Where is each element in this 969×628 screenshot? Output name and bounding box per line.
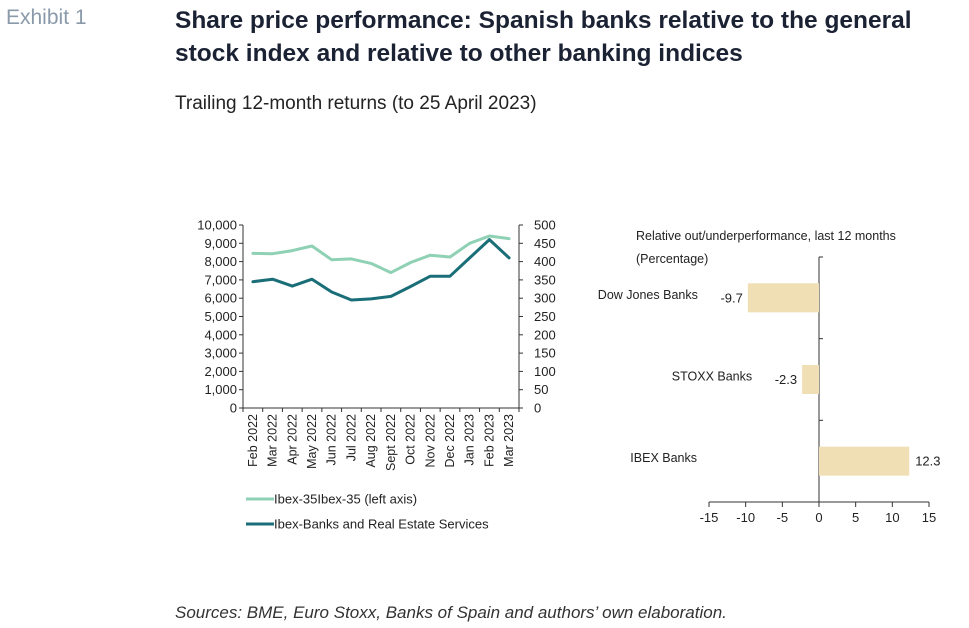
left-y-tick-label: 2,000 <box>204 364 237 379</box>
line-chart-axes: 0 1,000 2,000 3,000 4,000 5,000 6,000 7,000 8,00… <box>197 218 555 472</box>
left-y-tick-label: 3,000 <box>204 346 237 361</box>
source-note: Sources: BME, Euro Stoxx, Banks of Spain… <box>175 603 727 622</box>
bar-category-label: Dow Jones Banks <box>598 288 698 302</box>
bar-chart-x-tick-label: 0 <box>815 510 822 525</box>
ibex-banks-series-line <box>251 238 511 302</box>
right-y-tick-label: 200 <box>534 327 556 342</box>
chart-title: Share price performance: Spanish banks r… <box>175 7 912 67</box>
right-y-tick-label: 250 <box>534 309 556 324</box>
right-y-tick-label: 400 <box>534 254 556 269</box>
ibex35-series-line <box>251 234 511 275</box>
right-y-tick-label: 300 <box>534 291 556 306</box>
left-y-tick-label: 0 <box>230 401 237 416</box>
bar-category-label: STOXX Banks <box>672 370 752 384</box>
bar-category-label: IBEX Banks <box>630 451 697 465</box>
legend-label: Ibex-35Ibex-35 (left axis) <box>274 492 417 507</box>
x-tick-label: Mar 2022 <box>266 414 280 467</box>
left-y-tick-label: 6,000 <box>204 291 237 306</box>
bar-value-label: 12.3 <box>915 454 940 469</box>
left-y-tick-label: 8,000 <box>204 254 237 269</box>
left-y-tick-label: 10,000 <box>197 218 237 233</box>
bar-chart-title: Relative out/underperformance, last 12 m… <box>636 229 896 243</box>
x-tick-label: Jul 2022 <box>344 414 358 461</box>
left-y-tick-label: 1,000 <box>204 382 237 397</box>
bar <box>819 446 910 476</box>
x-tick-label: Sept 2022 <box>384 414 398 471</box>
bar-value-label: -2.3 <box>775 372 797 387</box>
x-tick-label: Oct 2022 <box>404 414 418 465</box>
left-y-tick-label: 9,000 <box>204 236 237 251</box>
bar-chart-x-tick-label: -10 <box>736 510 755 525</box>
x-tick-label: Feb 2023 <box>482 414 496 467</box>
bar <box>802 365 819 394</box>
x-tick-label: Nov 2022 <box>423 414 437 468</box>
bar-chart-x-tick-label: 15 <box>922 510 936 525</box>
x-tick-label: Apr 2022 <box>285 414 299 465</box>
x-tick-label: Feb 2022 <box>246 414 260 467</box>
x-tick-label: May 2022 <box>305 414 319 469</box>
chart-subtitle: Trailing 12-month returns (to 25 April 2… <box>175 93 537 114</box>
bar-chart-x-tick-label: 5 <box>852 510 859 525</box>
x-tick-label: Mar 2023 <box>502 414 516 467</box>
exhibit-label: Exhibit 1 <box>6 6 87 29</box>
right-y-tick-label: 450 <box>534 236 556 251</box>
left-y-tick-label: 7,000 <box>204 272 237 287</box>
right-y-tick-label: 500 <box>534 218 556 233</box>
x-tick-label: Jan 2023 <box>463 414 477 465</box>
line-chart-legend: Ibex-35Ibex-35 (left axis) Ibex-Banks and… <box>246 492 489 532</box>
left-y-tick-label: 4,000 <box>204 327 237 342</box>
bar-chart-x-tick-label: 10 <box>885 510 899 525</box>
right-y-tick-label: 0 <box>534 401 541 416</box>
bar-chart: Relative out/underperformance, last 12 m… <box>598 229 941 525</box>
right-y-tick-label: 100 <box>534 364 556 379</box>
left-y-tick-label: 5,000 <box>204 309 237 324</box>
right-y-tick-label: 150 <box>534 346 556 361</box>
line-chart-series <box>251 234 511 302</box>
bar-chart-subtitle: (Percentage) <box>636 252 708 266</box>
x-tick-label: Dec 2022 <box>443 414 457 468</box>
bar-value-label: -9.7 <box>720 290 742 305</box>
bar <box>747 283 819 313</box>
right-y-tick-label: 350 <box>534 272 556 287</box>
legend-label: Ibex-Banks and Real Estate Services <box>274 517 489 532</box>
right-y-tick-label: 50 <box>534 382 548 397</box>
x-tick-label: Aug 2022 <box>364 414 378 468</box>
bar-chart-x-tick-label: -5 <box>777 510 789 525</box>
x-tick-label: Jun 2022 <box>325 414 339 465</box>
bar-chart-x-tick-label: -15 <box>700 510 719 525</box>
